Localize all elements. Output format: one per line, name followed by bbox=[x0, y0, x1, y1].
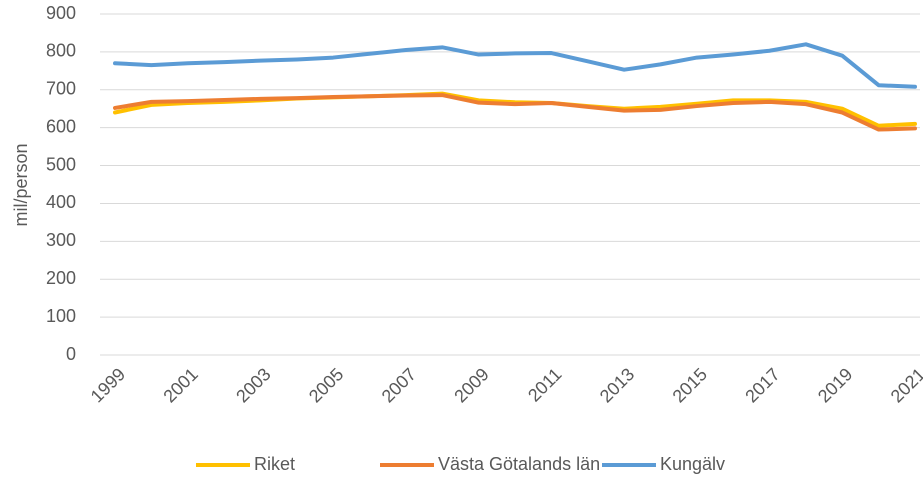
x-tick-label: 2005 bbox=[305, 364, 347, 406]
x-tick-label: 2015 bbox=[669, 364, 711, 406]
y-tick-label: 400 bbox=[46, 192, 76, 212]
x-tick-label: 2019 bbox=[814, 364, 856, 406]
y-tick-label: 900 bbox=[46, 3, 76, 23]
x-tick-label: 2021 bbox=[887, 364, 923, 406]
series-line bbox=[113, 93, 917, 132]
legend-label: Kungälv bbox=[660, 454, 725, 474]
x-tick-label: 2007 bbox=[378, 364, 420, 406]
y-axis-label: mil/person bbox=[11, 143, 31, 226]
x-tick-label: 1999 bbox=[87, 364, 129, 406]
series-line bbox=[113, 42, 917, 89]
legend-label: Riket bbox=[254, 454, 295, 474]
x-tick-label: 2009 bbox=[450, 364, 492, 406]
x-tick-label: 2013 bbox=[596, 364, 638, 406]
x-tick-label: 2001 bbox=[159, 364, 201, 406]
x-tick-label: 2017 bbox=[741, 364, 783, 406]
y-tick-label: 600 bbox=[46, 116, 76, 136]
x-tick-label: 2003 bbox=[232, 364, 274, 406]
y-tick-label: 0 bbox=[66, 344, 76, 364]
y-tick-label: 500 bbox=[46, 154, 76, 174]
y-tick-label: 100 bbox=[46, 306, 76, 326]
x-tick-label: 2011 bbox=[524, 364, 566, 406]
y-tick-label: 300 bbox=[46, 230, 76, 250]
y-tick-label: 700 bbox=[46, 79, 76, 99]
y-tick-label: 200 bbox=[46, 268, 76, 288]
y-tick-label: 800 bbox=[46, 41, 76, 61]
legend-label: Västa Götalands län bbox=[438, 454, 600, 474]
